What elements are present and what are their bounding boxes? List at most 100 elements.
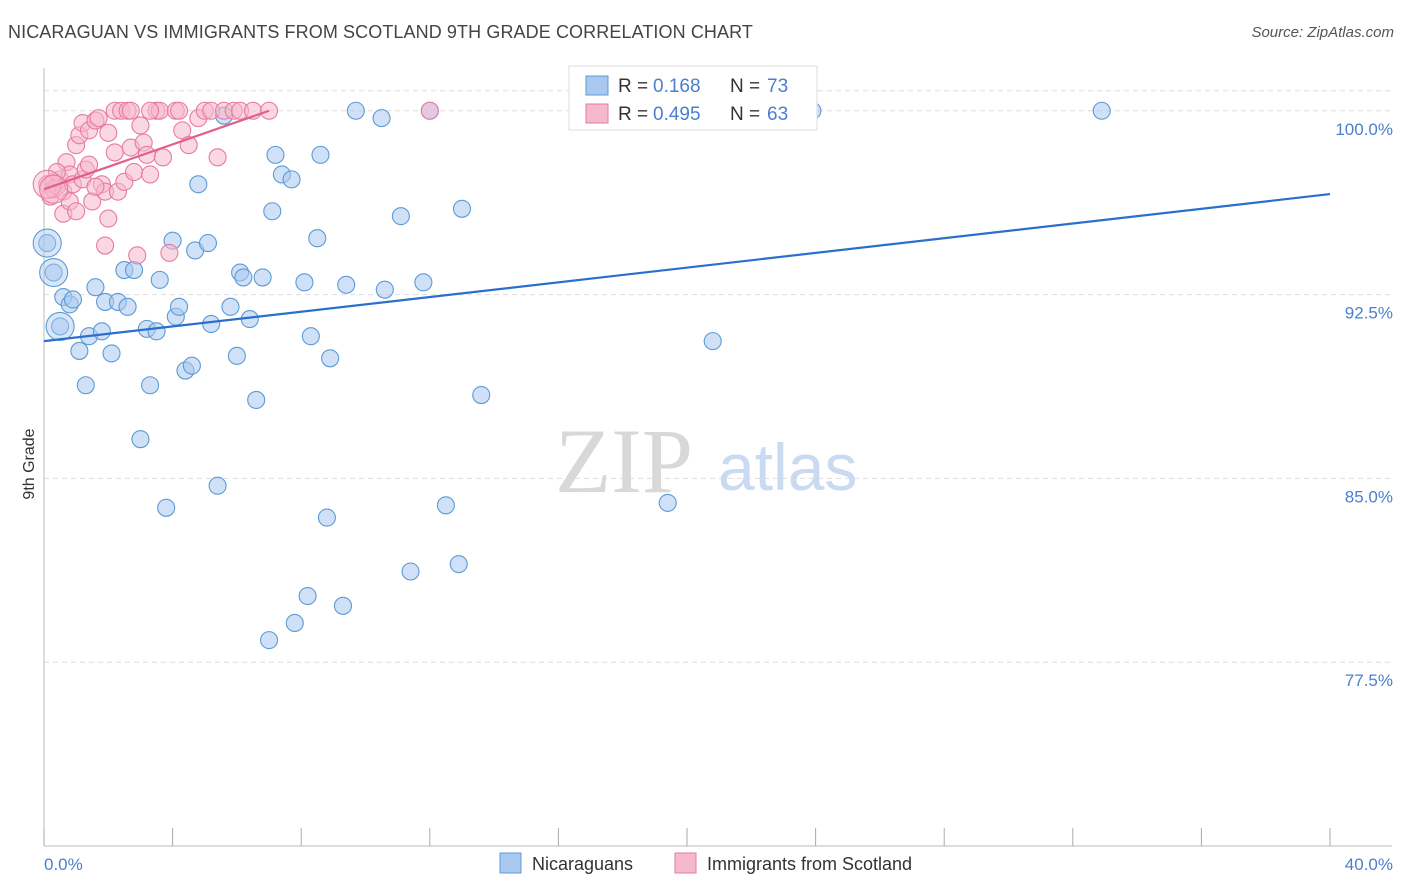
scotland-point (67, 202, 86, 221)
nicaraguans-point (124, 261, 144, 280)
nicaraguans-point (372, 109, 391, 128)
watermark-atlas: atlas (718, 430, 857, 504)
nicaraguans-point (658, 493, 677, 512)
nicaraguans-point (311, 145, 330, 164)
nicaraguans-point (308, 229, 327, 248)
nicaraguans-point (76, 376, 95, 395)
scotland-point (141, 165, 160, 184)
nicaraguans-point (301, 327, 320, 346)
nicaraguans-point (63, 290, 82, 309)
scotland-point (131, 116, 150, 135)
nicaraguans-point (51, 317, 70, 336)
nicaraguans-point (346, 101, 365, 120)
nicaraguans-point-large (45, 311, 75, 341)
nicaraguans-point (321, 349, 340, 368)
nicaraguans-point (436, 496, 455, 515)
nicaraguans-point (221, 297, 240, 316)
scotland-trend-line (43, 109, 270, 191)
nicaraguans-point (70, 341, 89, 360)
scotland-point (160, 243, 179, 262)
nicaraguans-point (298, 586, 317, 606)
scotland-point-large (39, 174, 69, 204)
scotland-point (124, 162, 144, 182)
nicaraguans-point (92, 322, 111, 341)
scotland-point (420, 101, 439, 120)
nicaraguans-point (202, 314, 221, 334)
nicaraguans-point (401, 562, 420, 581)
nicaraguans-point (1092, 101, 1111, 120)
nicaraguans-point (253, 268, 272, 287)
r-label: R = (618, 104, 648, 125)
nicaraguans-point (266, 145, 285, 164)
n-label: N = (730, 104, 760, 125)
scotland-point (169, 101, 189, 120)
y-tick-label: 85.0% (1345, 487, 1393, 506)
scotland-point (153, 148, 173, 167)
nicaraguans-point (414, 273, 433, 292)
nicaraguans-trend-line (43, 192, 1331, 343)
scotland-point (96, 236, 115, 255)
nicaraguans-point (44, 263, 63, 282)
y-tick-label: 92.5% (1345, 304, 1393, 323)
nicaraguans-point (157, 498, 176, 517)
nicaraguans-point-large (32, 228, 62, 258)
x-tick-label-max: 40.0% (1345, 855, 1393, 874)
source-label: Source: ZipAtlas.com (1251, 24, 1394, 41)
nicaraguans-point (86, 278, 105, 297)
nicaraguans-point (118, 297, 137, 316)
nicaraguans-point-large (39, 257, 69, 288)
scotland-point (121, 101, 140, 120)
legend-nicaraguans-label[interactable]: Nicaraguans (532, 854, 633, 874)
y-tick-label: 100.0% (1335, 120, 1393, 139)
nicaraguans-point (449, 555, 468, 574)
nicaraguans-point (247, 390, 266, 410)
nicaraguans-point (703, 332, 722, 351)
chart-title: NICARAGUAN VS IMMIGRANTS FROM SCOTLAND 9… (8, 22, 754, 42)
scotland-point (99, 123, 118, 142)
scotland-point (47, 162, 66, 182)
nicaraguans-point (337, 275, 356, 294)
x-tick-label-min: 0.0% (44, 855, 83, 874)
r-label: R = (618, 76, 648, 97)
nicaraguans-point (333, 596, 353, 615)
n-label: N = (730, 76, 760, 97)
nicaraguans-point (285, 613, 304, 633)
nicaraguans-point (317, 508, 336, 527)
nicaraguans-point (182, 356, 201, 375)
n-value: 63 (767, 104, 788, 125)
nicaraguans-point (391, 207, 410, 226)
nicaraguans-point (131, 430, 150, 449)
nicaraguans-point (227, 346, 246, 365)
legend-scotland-label[interactable]: Immigrants from Scotland (707, 854, 912, 874)
r-value: 0.168 (653, 76, 701, 97)
nicaraguans-point (452, 199, 472, 218)
nicaraguans-point (141, 376, 160, 395)
legend-scotland-swatch[interactable] (674, 852, 697, 874)
nicaraguans-point (295, 273, 314, 292)
scotland-point (99, 209, 118, 228)
nicaraguans-point (472, 386, 491, 405)
nicaraguans-point (147, 322, 166, 341)
nicaraguans-point (169, 297, 189, 316)
y-axis-label: 9th Grade (21, 428, 38, 499)
nicaraguans-point (282, 170, 301, 189)
scotland-swatch (585, 103, 609, 124)
nicaraguans-point (208, 476, 227, 495)
scotland-point (208, 148, 227, 167)
nicaraguans-point (198, 234, 218, 253)
scotland-point (105, 143, 124, 162)
nicaraguans-point (263, 202, 282, 221)
nicaraguans-point (234, 268, 253, 287)
nicaraguans-point (150, 270, 169, 289)
n-value: 73 (767, 76, 788, 97)
legend-nicaraguans-swatch[interactable] (499, 852, 522, 874)
scotland-point (86, 177, 105, 196)
scotland-point (89, 109, 108, 128)
scotland-point (128, 246, 147, 265)
r-value: 0.495 (653, 104, 701, 125)
nicaraguans-swatch (585, 75, 609, 96)
stats-legend-box (568, 65, 818, 131)
nicaraguans-point (102, 344, 121, 363)
scotland-point (141, 101, 160, 120)
